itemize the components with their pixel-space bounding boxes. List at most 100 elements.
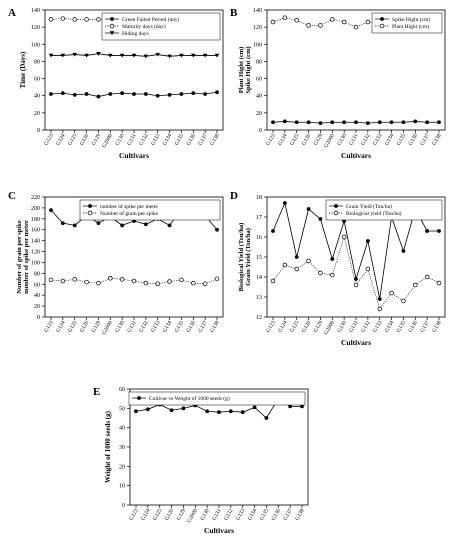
y-axis-label-2: Grain Yield (Ton/ha) [245,228,252,286]
data-point [167,279,172,284]
x-tick-label: G135 [174,320,185,334]
data-point [306,120,311,125]
data-point [202,281,208,286]
data-point [96,17,101,22]
data-point [365,19,371,25]
x-tick-label: G130 [115,133,126,147]
y-tick-label: 140 [253,8,262,14]
data-point [214,276,220,282]
data-point [354,277,358,281]
data-point [48,277,54,283]
data-point [155,52,161,57]
x-tick-label: G131 [126,133,137,147]
x-tick-label: G132 [138,133,149,147]
data-point [72,52,78,57]
x-tick-label: G126 [301,133,312,147]
legend: Green Failed Period (day)Maturity days (… [101,12,221,41]
data-point [436,280,442,286]
x-tick-label: G130 [115,320,126,334]
data-point [131,53,137,58]
data-point [155,281,160,286]
data-point [330,120,335,125]
data-point [60,221,65,226]
y-tick-label: 20 [256,111,262,117]
panel-letter: A [8,7,16,19]
x-tick-label: G125 [289,320,300,334]
data-point [179,277,184,283]
x-tick-label: G124 [55,133,66,147]
data-point [72,223,77,228]
y-tick-label: 220 [31,195,40,201]
x-tick-label: G138 [209,133,220,147]
legend-label: Hiding days [122,31,149,37]
data-point [120,91,125,96]
data-point [60,53,66,58]
x-axis-label: Cultivars [119,151,149,160]
data-point [306,258,311,264]
data-point [119,53,125,58]
series-2 [270,234,442,312]
y-tick-label: 40 [256,94,262,100]
y-axis-label-2: Spike Hight (cm) [245,46,252,93]
data-point [270,278,276,284]
legend-swatch-marker [137,396,141,400]
x-tick-label: G137 [420,320,431,334]
y-tick-label: 13 [256,295,262,301]
y-tick-label: 80 [34,59,40,65]
x-tick-label: G137 [283,508,294,522]
data-point [437,229,441,233]
x-tick-label: G124 [140,508,151,522]
panel-d: D 12 13 14 15 16 17 18 G123 G124 G125 G126 G129 G2000… [230,190,446,347]
legend-swatch-marker [109,31,115,36]
x-tick-label: G124 [277,320,288,334]
data-point [330,272,335,278]
data-point [330,17,335,22]
data-point [282,262,288,268]
legend-box [371,12,443,34]
legend-box [325,199,443,221]
y-tick-label: 180 [31,217,40,223]
data-point [424,274,430,280]
x-tick-label: G126 [301,320,312,334]
panel-letter: C [8,190,16,202]
x-tick-label: G126 [79,320,90,334]
x-tick-label: G137 [198,133,209,147]
y-tick-label: 140 [31,8,40,14]
y-tick-label: 0 [37,315,40,321]
y-tick-label: 14 [256,275,262,281]
x-tick-label: G132 [360,133,371,147]
data-point [84,279,89,285]
x-tick-label: G125 [289,133,300,147]
data-point [264,416,269,420]
x-tick-label: G138 [431,133,442,147]
data-point [377,297,382,301]
y-tick-label: 50 [119,406,125,412]
y-tick-label: 80 [34,271,40,277]
data-point [330,257,335,261]
panel-letter: D [230,190,238,202]
data-point [288,404,293,409]
legend-swatch-marker [380,17,384,21]
data-point [60,278,66,284]
x-tick-label: G130 [200,508,211,522]
data-point [365,266,371,272]
legend-label: Biological yield (Ton/ha) [346,210,402,217]
x-tick-label: G138 [431,320,442,334]
data-point [108,92,113,96]
data-point [306,207,311,211]
data-point [318,121,323,126]
data-point [413,119,418,124]
data-point [179,53,184,58]
y-tick-label: 40 [119,426,125,432]
legend-label: number of spike per meter [100,203,158,210]
data-point [107,53,113,58]
panel-letter: B [230,7,238,19]
y-axis-label: Biological Yield (Ton/ha) [238,223,245,292]
y-tick-label: 80 [256,59,262,65]
x-tick-label: G2000 [323,133,336,149]
y-tick-label: 100 [31,260,40,266]
y-tick-label: 30 [119,445,125,451]
x-tick-label: G132 [223,508,234,522]
